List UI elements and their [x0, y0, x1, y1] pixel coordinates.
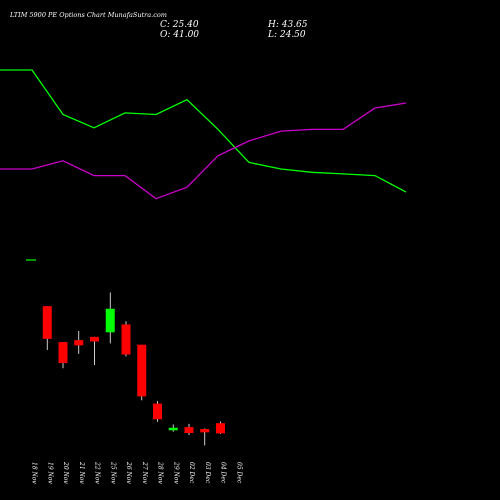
x-tick-label: 03 Dec: [204, 462, 211, 484]
candle-body: [90, 336, 99, 342]
candle-04-dec: [216, 421, 225, 434]
x-tick-label: 22 Nov: [94, 461, 101, 484]
x-tick-label: 28 Nov: [157, 461, 164, 484]
indicator-lines: [0, 69, 407, 200]
x-tick-label: 20 Nov: [62, 461, 69, 484]
x-tick-label: 27 Nov: [141, 461, 148, 484]
candlestick-series: [42, 292, 225, 446]
candle-body: [121, 324, 131, 355]
close-value: C: 25.40: [160, 20, 199, 30]
candle-body: [200, 429, 210, 433]
candle-body: [137, 344, 147, 397]
candle-body: [153, 403, 162, 420]
candle-26-nov: [121, 321, 131, 357]
candle-28-nov: [153, 400, 162, 422]
candle-29-nov: [168, 424, 178, 432]
x-tick-label: 18 Nov: [31, 462, 38, 484]
x-tick-label: 02 Dec: [188, 462, 195, 484]
magenta-line: [0, 102, 407, 200]
candle-22-nov: [90, 336, 99, 365]
x-tick-label: 04 Dec: [220, 462, 227, 484]
x-tick-label: 21 Nov: [78, 461, 85, 484]
candle-body: [184, 427, 194, 433]
candle-body: [216, 423, 225, 434]
open-value: O: 41.00: [160, 30, 200, 40]
x-tick-label: 26 Nov: [125, 461, 132, 484]
x-axis: 18 Nov 19 Nov 20 Nov 21 Nov 22 Nov 25 Nov 26 N…: [31, 461, 243, 484]
candle-03-dec: [200, 428, 210, 446]
green-line: [0, 69, 407, 193]
candle-body: [42, 306, 52, 339]
candle-body: [105, 308, 115, 333]
x-tick-label: 29 Nov: [172, 461, 179, 484]
x-tick-label: 05 Dec: [235, 462, 242, 484]
high-value: H: 43.65: [268, 20, 308, 30]
candle-25-nov: [105, 292, 115, 344]
candle-27-nov: [137, 344, 147, 401]
x-tick-label: 25 Nov: [109, 461, 116, 484]
x-tick-label: 19 Nov: [46, 462, 53, 484]
candle-20-nov: [58, 342, 68, 369]
candle-body: [74, 340, 84, 346]
candle-19-nov: [42, 306, 52, 350]
chart-title: LTIM 5900 PE Options Chart MunafaSutra.c…: [10, 11, 167, 19]
candle-21-nov: [74, 331, 84, 354]
candle-body: [58, 342, 68, 364]
low-value: L: 24.50: [268, 30, 306, 40]
candle-body: [168, 427, 178, 431]
candle-02-dec: [184, 423, 194, 435]
